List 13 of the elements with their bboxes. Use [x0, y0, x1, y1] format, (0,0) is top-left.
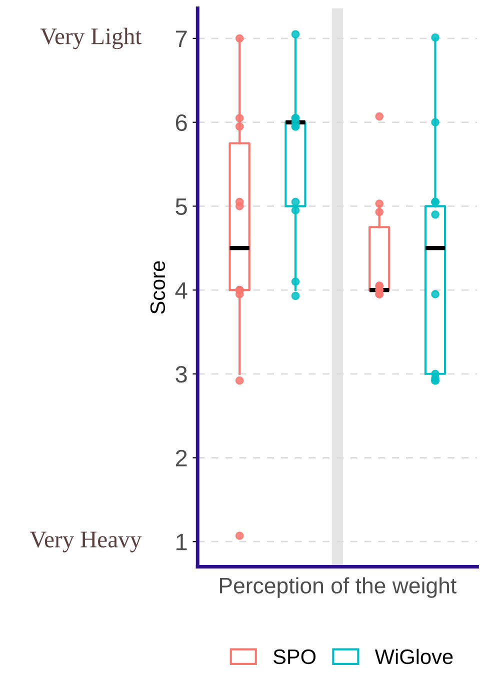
- y-tick-label: 2: [176, 450, 187, 466]
- y-tick-label: 5: [176, 198, 187, 215]
- legend-label: WiGlove: [374, 648, 453, 664]
- y-axis-title: Score: [150, 261, 166, 314]
- y-tick-label: 7: [176, 30, 187, 47]
- y-tick-label: 4: [175, 282, 188, 299]
- x-axis-title: Perception of the weight: [220, 577, 456, 598]
- text: Very Heavy: [30, 532, 142, 552]
- legend-label: SPO: [273, 649, 316, 664]
- y-tick-label: 1: [176, 534, 187, 550]
- y-tick-label: 6: [176, 114, 187, 132]
- text: Very Light: [40, 28, 142, 50]
- y-tick-label: 3: [176, 366, 187, 383]
